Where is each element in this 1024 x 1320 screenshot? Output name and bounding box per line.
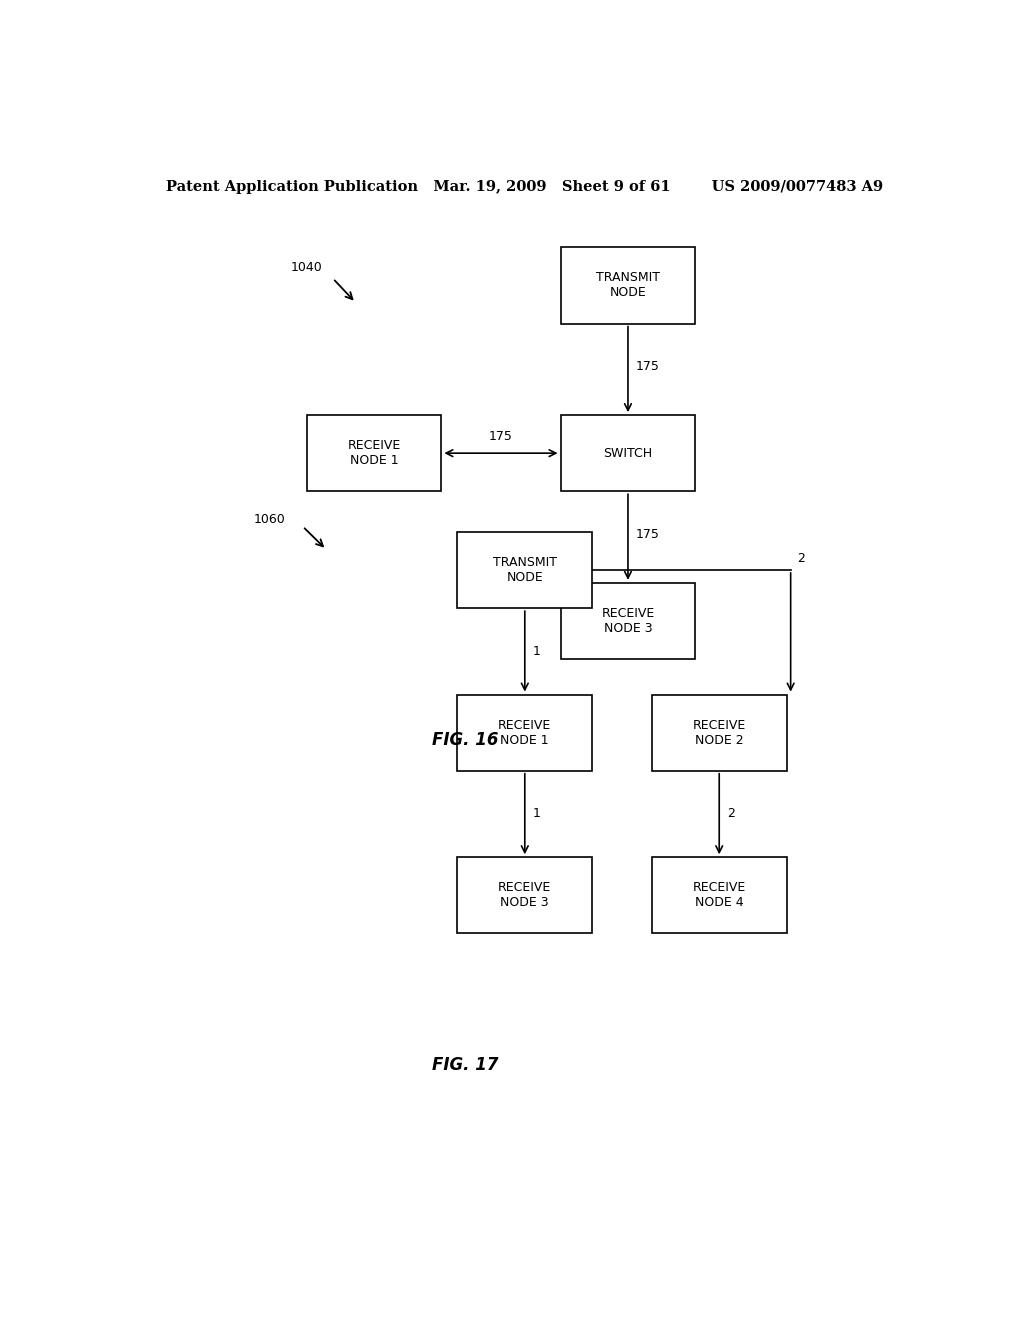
Text: 175: 175 — [636, 360, 659, 374]
Text: RECEIVE
NODE 3: RECEIVE NODE 3 — [498, 882, 552, 909]
Text: 1: 1 — [532, 645, 541, 657]
Text: RECEIVE
NODE 1: RECEIVE NODE 1 — [498, 718, 552, 747]
Text: RECEIVE
NODE 4: RECEIVE NODE 4 — [692, 882, 745, 909]
FancyBboxPatch shape — [560, 414, 695, 491]
FancyBboxPatch shape — [458, 694, 592, 771]
Text: TRANSMIT
NODE: TRANSMIT NODE — [596, 272, 660, 300]
FancyBboxPatch shape — [560, 247, 695, 323]
Text: RECEIVE
NODE 1: RECEIVE NODE 1 — [347, 440, 400, 467]
Text: 1060: 1060 — [253, 512, 285, 525]
Text: Patent Application Publication   Mar. 19, 2009   Sheet 9 of 61        US 2009/00: Patent Application Publication Mar. 19, … — [166, 180, 884, 194]
FancyBboxPatch shape — [652, 857, 786, 933]
Text: 2: 2 — [797, 552, 805, 565]
Text: RECEIVE
NODE 2: RECEIVE NODE 2 — [692, 718, 745, 747]
Text: SWITCH: SWITCH — [603, 446, 652, 459]
FancyBboxPatch shape — [306, 414, 441, 491]
Text: 2: 2 — [727, 808, 735, 821]
Text: FIG. 17: FIG. 17 — [432, 1056, 499, 1074]
FancyBboxPatch shape — [458, 857, 592, 933]
Text: RECEIVE
NODE 3: RECEIVE NODE 3 — [601, 607, 654, 635]
Text: TRANSMIT
NODE: TRANSMIT NODE — [493, 556, 557, 583]
Text: 1040: 1040 — [291, 260, 323, 273]
Text: 175: 175 — [489, 430, 513, 444]
FancyBboxPatch shape — [560, 582, 695, 659]
FancyBboxPatch shape — [458, 532, 592, 609]
Text: 1: 1 — [532, 808, 541, 821]
Text: 175: 175 — [636, 528, 659, 541]
FancyBboxPatch shape — [652, 694, 786, 771]
Text: FIG. 16: FIG. 16 — [432, 731, 499, 748]
